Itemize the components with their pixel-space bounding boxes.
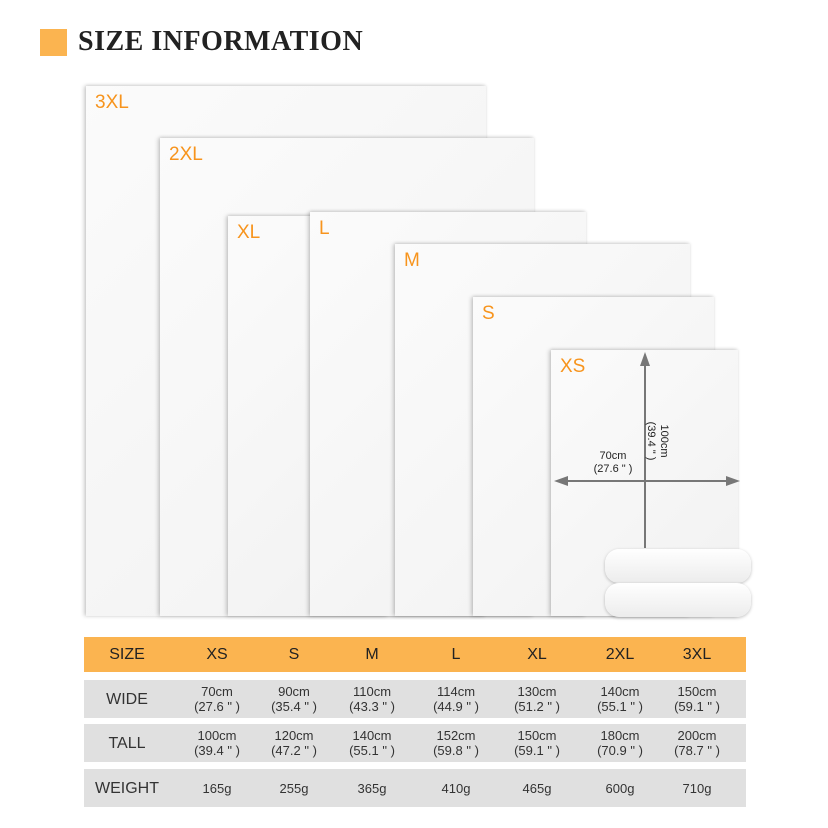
size-label: M (404, 250, 420, 271)
table-cell: 152cm (59.8 " ) (433, 728, 479, 758)
xs-height-in: (39.4 " ) (645, 421, 657, 461)
xs-height-cm: 100cm (658, 424, 670, 458)
header-accent-square (40, 29, 67, 56)
table-row: WIDE 70cm (27.6 " ) 90cm (35.4 " ) 110cm (43.3… (84, 680, 746, 718)
value-inches: (70.9 " ) (597, 743, 643, 758)
value: 365g (357, 780, 387, 796)
header-cell: S (288, 646, 300, 663)
header-cell: L (451, 646, 461, 663)
table-header-row: SIZE XS S M L XL 2XL 3XL (84, 637, 746, 672)
value: 70cm (201, 684, 233, 699)
value: 180cm (600, 728, 640, 743)
value-inches: (59.1 " ) (674, 699, 720, 714)
size-label: 2XL (169, 144, 203, 165)
table-cell: 140cm (55.1 " ) (349, 728, 395, 758)
xs-width-in: (27.6 " ) (593, 463, 633, 475)
xs-width-cm: 70cm (599, 450, 627, 462)
header-cell: SIZE (109, 646, 145, 663)
page-title: SIZE INFORMATION (78, 26, 364, 57)
row-label: WEIGHT (95, 779, 159, 797)
header-cell: XL (527, 646, 547, 663)
table-cell: 110cm (43.3 " ) (349, 684, 395, 714)
value-inches: (39.4 " ) (194, 743, 240, 758)
value: 140cm (600, 684, 640, 699)
value: 255g (279, 780, 309, 796)
header-cell: XS (206, 646, 228, 663)
arrow-up-icon (640, 352, 650, 366)
value-inches: (59.8 " ) (433, 743, 479, 758)
value: 150cm (677, 684, 717, 699)
xs-width-label: 70cm (27.6 " ) (583, 450, 643, 476)
size-label: L (319, 218, 330, 239)
table-cell: 365g (358, 781, 387, 796)
header-cell: 2XL (605, 646, 635, 663)
table-cell: 200cm (78.7 " ) (674, 728, 720, 758)
size-label: XL (237, 222, 261, 243)
value: 130cm (517, 684, 557, 699)
value: 710g (682, 780, 712, 796)
value: 165g (202, 780, 232, 796)
value: 152cm (436, 728, 476, 743)
value: 120cm (274, 728, 314, 743)
table-cell: 140cm (55.1 " ) (597, 684, 643, 714)
table-row: WEIGHT 165g 255g 365g 410g 465g 600g 710g (84, 769, 746, 807)
table-cell: 100cm (39.4 " ) (194, 728, 240, 758)
size-label: 3XL (95, 92, 129, 113)
table-cell: 465g (523, 781, 552, 796)
size-label: XS (560, 356, 586, 377)
table-cell: 180cm (70.9 " ) (597, 728, 643, 758)
table-cell: 165g (203, 781, 232, 796)
table-cell: 130cm (51.2 " ) (514, 684, 560, 714)
value-inches: (55.1 " ) (349, 743, 395, 758)
row-label: WIDE (106, 690, 148, 708)
table-cell: 120cm (47.2 " ) (271, 728, 317, 758)
folded-blanket (605, 583, 751, 617)
value: 200cm (677, 728, 717, 743)
value: 110cm (352, 684, 392, 699)
table-cell: 114cm (44.9 " ) (433, 684, 479, 714)
arrow-right-icon (726, 476, 740, 486)
value-inches: (47.2 " ) (271, 743, 317, 758)
value-inches: (51.2 " ) (514, 699, 560, 714)
value: 114cm (436, 684, 476, 699)
row-label: TALL (108, 734, 146, 752)
table-cell: 410g (442, 781, 471, 796)
value-inches: (35.4 " ) (271, 699, 317, 714)
value: 410g (441, 780, 471, 796)
header-cell: M (365, 646, 379, 663)
size-label: S (482, 303, 495, 324)
value: 465g (522, 780, 552, 796)
value: 140cm (352, 728, 392, 743)
arrow-left-icon (554, 476, 568, 486)
value: 90cm (278, 684, 310, 699)
value: 150cm (517, 728, 557, 743)
table-cell: 150cm (59.1 " ) (514, 728, 560, 758)
xs-height-label: 100cm (39.4 " ) (644, 406, 670, 476)
table-row: TALL 100cm (39.4 " ) 120cm (47.2 " ) 140cm (55… (84, 724, 746, 762)
header-cell: 3XL (682, 646, 712, 663)
table-cell: 150cm (59.1 " ) (674, 684, 720, 714)
value-inches: (27.6 " ) (194, 699, 240, 714)
table-cell: 255g (280, 781, 309, 796)
table-cell: 710g (683, 781, 712, 796)
value-inches: (55.1 " ) (597, 699, 643, 714)
value-inches: (44.9 " ) (433, 699, 479, 714)
folded-blanket (605, 549, 751, 583)
value-inches: (43.3 " ) (349, 699, 395, 714)
value: 100cm (197, 728, 237, 743)
value-inches: (59.1 " ) (514, 743, 560, 758)
table-cell: 70cm (27.6 " ) (194, 684, 240, 714)
table-cell: 90cm (35.4 " ) (271, 684, 317, 714)
table-cell: 600g (606, 781, 635, 796)
value: 600g (605, 780, 635, 796)
value-inches: (78.7 " ) (674, 743, 720, 758)
